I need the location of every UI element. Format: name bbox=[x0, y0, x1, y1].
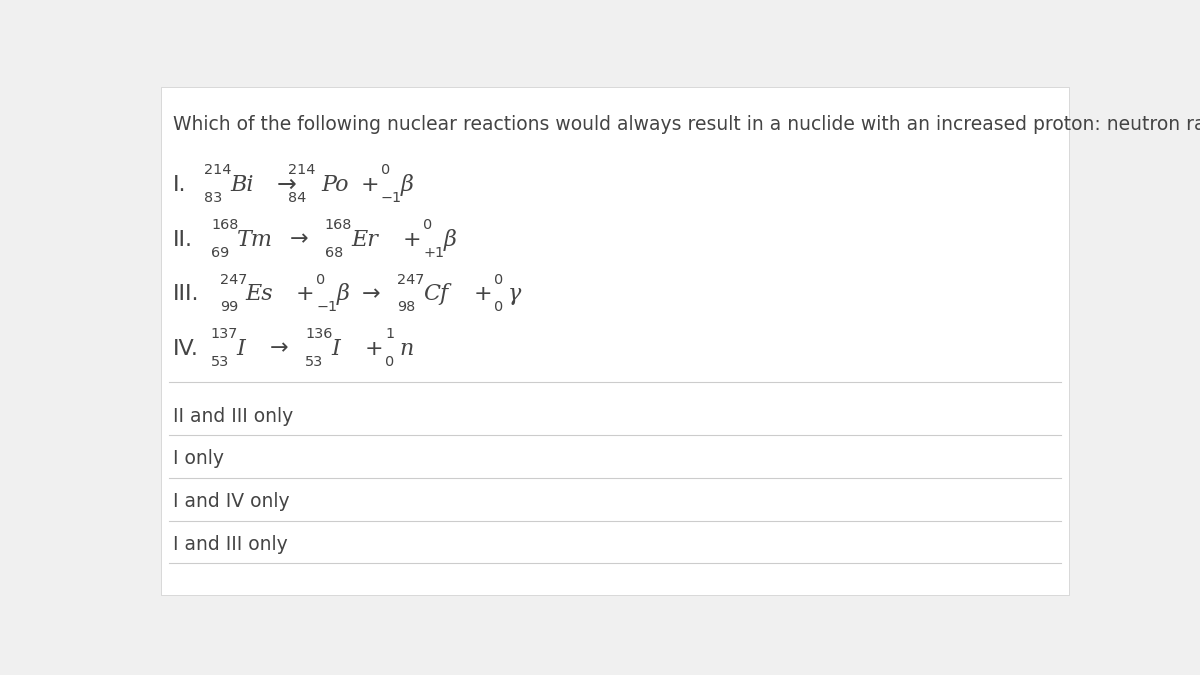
Text: I: I bbox=[236, 338, 245, 360]
Text: 68: 68 bbox=[325, 246, 343, 259]
Text: Er: Er bbox=[350, 229, 378, 250]
FancyBboxPatch shape bbox=[161, 87, 1069, 595]
Text: I.: I. bbox=[173, 175, 187, 195]
Text: Bi: Bi bbox=[230, 174, 253, 196]
Text: I and IV only: I and IV only bbox=[173, 492, 290, 511]
Text: 99: 99 bbox=[220, 300, 238, 314]
Text: Tm: Tm bbox=[238, 229, 274, 250]
Text: γ: γ bbox=[508, 283, 521, 305]
Text: I only: I only bbox=[173, 450, 224, 468]
Text: +1: +1 bbox=[424, 246, 444, 259]
Text: 168: 168 bbox=[211, 218, 239, 232]
Text: 1: 1 bbox=[385, 327, 395, 341]
Text: 83: 83 bbox=[204, 191, 222, 205]
Text: +: + bbox=[474, 284, 492, 304]
Text: 214: 214 bbox=[288, 163, 316, 178]
Text: I: I bbox=[331, 338, 340, 360]
Text: −1: −1 bbox=[380, 191, 402, 205]
Text: β: β bbox=[444, 229, 457, 250]
Text: 84: 84 bbox=[288, 191, 306, 205]
Text: β: β bbox=[401, 174, 414, 196]
Text: IV.: IV. bbox=[173, 339, 199, 358]
Text: 0: 0 bbox=[424, 218, 433, 232]
Text: Es: Es bbox=[246, 283, 274, 305]
Text: →: → bbox=[276, 173, 296, 197]
Text: I and III only: I and III only bbox=[173, 535, 288, 554]
Text: 0: 0 bbox=[494, 273, 503, 287]
Text: Po: Po bbox=[322, 174, 349, 196]
Text: 137: 137 bbox=[210, 327, 238, 341]
Text: 247: 247 bbox=[220, 273, 247, 287]
Text: →: → bbox=[289, 230, 308, 250]
Text: −1: −1 bbox=[317, 300, 337, 314]
Text: III.: III. bbox=[173, 284, 199, 304]
Text: 98: 98 bbox=[397, 300, 415, 314]
Text: β: β bbox=[337, 283, 350, 305]
Text: 0: 0 bbox=[380, 163, 390, 178]
Text: Which of the following nuclear reactions would always result in a nuclide with a: Which of the following nuclear reactions… bbox=[173, 115, 1200, 134]
Text: II and III only: II and III only bbox=[173, 407, 294, 426]
Text: 247: 247 bbox=[397, 273, 425, 287]
Text: II.: II. bbox=[173, 230, 193, 250]
Text: +: + bbox=[403, 230, 421, 250]
Text: 53: 53 bbox=[210, 354, 229, 369]
Text: 136: 136 bbox=[305, 327, 332, 341]
Text: Cf: Cf bbox=[424, 283, 449, 305]
Text: 0: 0 bbox=[385, 354, 395, 369]
Text: →: → bbox=[362, 284, 380, 304]
Text: 53: 53 bbox=[305, 354, 324, 369]
Text: +: + bbox=[296, 284, 314, 304]
Text: 69: 69 bbox=[211, 246, 229, 259]
Text: 214: 214 bbox=[204, 163, 232, 178]
Text: 0: 0 bbox=[494, 300, 503, 314]
Text: 168: 168 bbox=[325, 218, 353, 232]
Text: 0: 0 bbox=[317, 273, 325, 287]
Text: +: + bbox=[365, 339, 384, 358]
Text: +: + bbox=[360, 175, 379, 195]
Text: →: → bbox=[270, 339, 288, 358]
Text: n: n bbox=[400, 338, 414, 360]
